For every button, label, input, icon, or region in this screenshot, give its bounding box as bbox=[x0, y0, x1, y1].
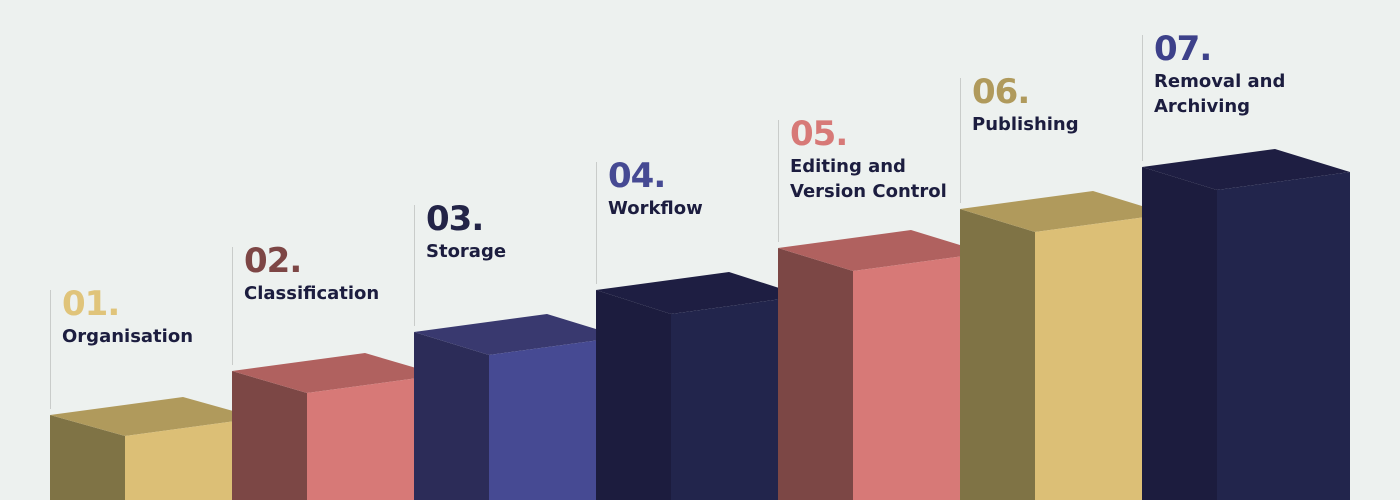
step-bar-7 bbox=[1142, 149, 1350, 500]
guide-line bbox=[232, 247, 233, 365]
step-title: Publishing bbox=[972, 112, 1079, 137]
step-bar-6 bbox=[960, 191, 1168, 500]
step-number: 05. bbox=[790, 114, 848, 154]
bar-side-face bbox=[232, 371, 307, 500]
bar-top-face bbox=[50, 397, 258, 436]
bar-top-face bbox=[960, 191, 1168, 232]
step-title-line: Storage bbox=[426, 241, 507, 262]
step-number: 03. bbox=[426, 199, 484, 239]
step-title-line: Editing and bbox=[790, 156, 906, 177]
bar-side-face bbox=[960, 209, 1035, 500]
bar-side-face bbox=[50, 415, 125, 500]
bar-front-face bbox=[671, 296, 804, 500]
step-title-line: Version Control bbox=[790, 181, 947, 202]
step-bar-2 bbox=[232, 353, 440, 500]
step-label-7: 07. Removal and Archiving bbox=[1154, 31, 1285, 119]
bar-side-face bbox=[414, 332, 489, 500]
step-number: 04. bbox=[608, 156, 666, 196]
bar-top-face bbox=[778, 230, 986, 271]
guide-line bbox=[960, 78, 961, 203]
step-title-line: Organisation bbox=[62, 326, 194, 347]
guide-line bbox=[778, 120, 779, 242]
guide-line bbox=[414, 205, 415, 326]
step-bar-5 bbox=[778, 230, 986, 500]
bar-front-face bbox=[1035, 214, 1168, 500]
step-title: Storage bbox=[426, 239, 506, 264]
step-title: Organisation bbox=[62, 324, 193, 349]
step-number: 06. bbox=[972, 72, 1030, 112]
step-bar-1 bbox=[50, 397, 258, 500]
step-number: 07. bbox=[1154, 29, 1212, 69]
bar-front-face bbox=[125, 418, 258, 500]
bar-side-face bbox=[778, 248, 853, 500]
step-title-line: Removal and bbox=[1154, 71, 1286, 92]
bar-front-face bbox=[1217, 172, 1350, 500]
step-label-5: 05. Editing and Version Control bbox=[790, 116, 947, 204]
bar-side-face bbox=[596, 290, 671, 500]
step-number: 02. bbox=[244, 241, 302, 281]
bar-front-face bbox=[853, 253, 986, 500]
step-bar-3 bbox=[414, 314, 622, 500]
step-label-3: 03. Storage bbox=[426, 201, 506, 264]
step-bar-4 bbox=[596, 272, 804, 500]
step-label-6: 06. Publishing bbox=[972, 74, 1079, 137]
step-title-line: Publishing bbox=[972, 114, 1079, 135]
step-title-line: Archiving bbox=[1154, 96, 1251, 117]
bar-front-face bbox=[489, 337, 622, 500]
guide-line bbox=[1142, 35, 1143, 161]
bar-top-face bbox=[232, 353, 440, 393]
step-title: Workflow bbox=[608, 196, 703, 221]
step-title: Removal and Archiving bbox=[1154, 69, 1285, 119]
step-title: Classification bbox=[244, 281, 379, 306]
bar-side-face bbox=[1142, 167, 1217, 500]
step-title-line: Workflow bbox=[608, 198, 703, 219]
bar-top-face bbox=[1142, 149, 1350, 190]
guide-line bbox=[50, 290, 51, 409]
bar-front-face bbox=[307, 375, 440, 500]
step-number: 01. bbox=[62, 284, 120, 324]
step-label-1: 01. Organisation bbox=[62, 286, 193, 349]
guide-line bbox=[596, 162, 597, 284]
bar-top-face bbox=[596, 272, 804, 314]
step-title-line: Classification bbox=[244, 283, 380, 304]
step-title: Editing and Version Control bbox=[790, 154, 947, 204]
step-label-2: 02. Classification bbox=[244, 243, 379, 306]
bar-top-face bbox=[414, 314, 622, 355]
step-label-4: 04. Workflow bbox=[608, 158, 703, 221]
